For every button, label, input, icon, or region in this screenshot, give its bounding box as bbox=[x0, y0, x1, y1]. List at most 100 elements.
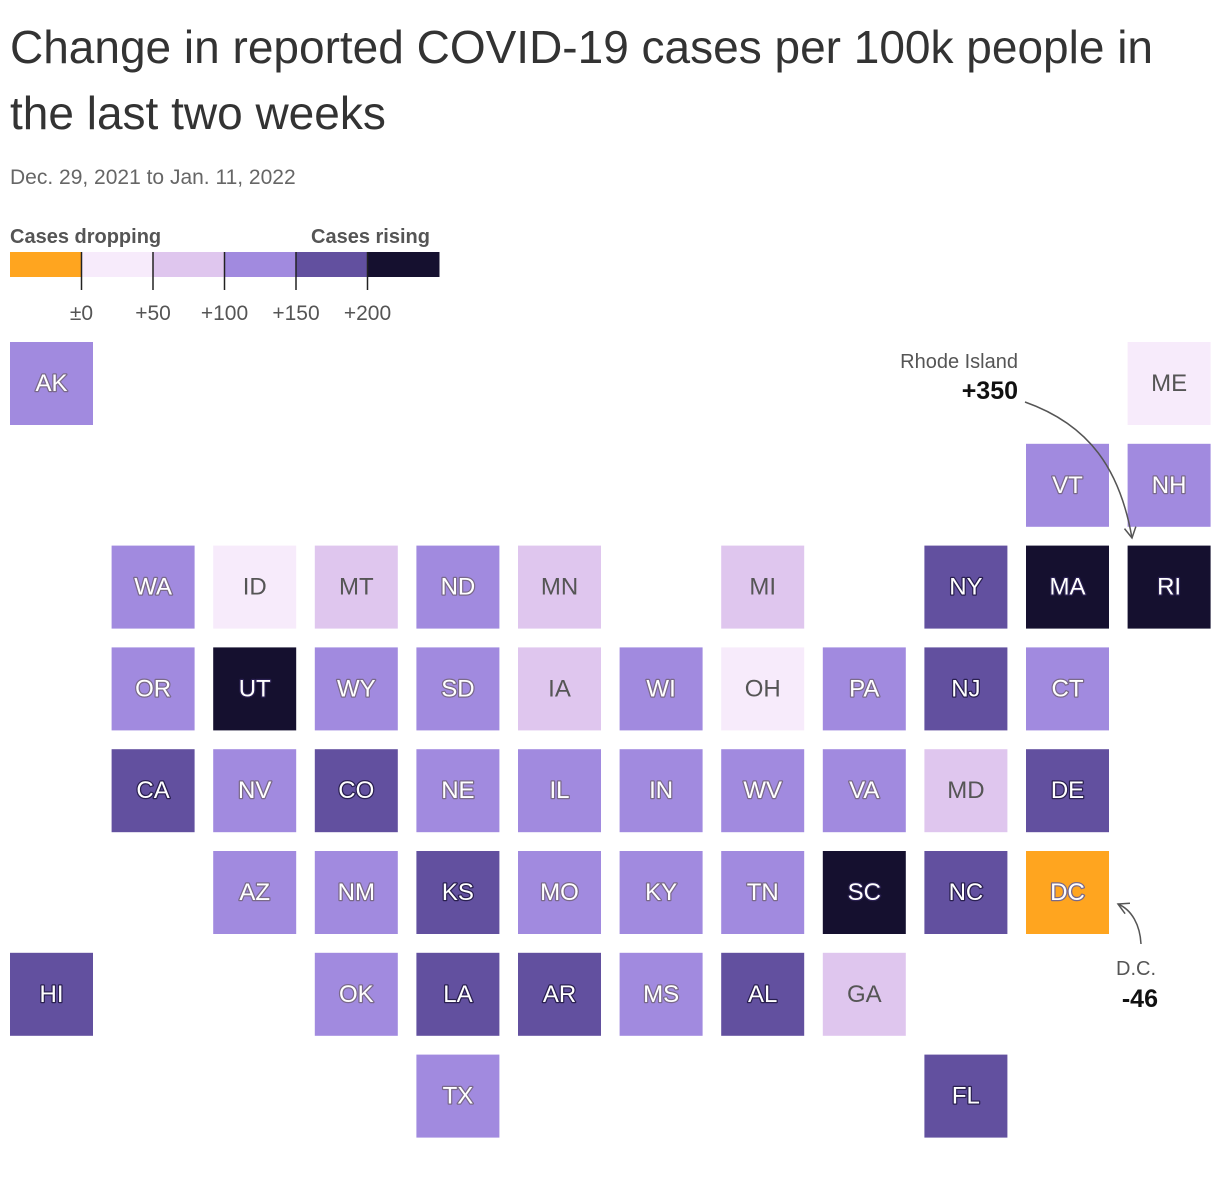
state-tile-ks: KS bbox=[416, 851, 500, 934]
state-label: DE bbox=[1051, 777, 1084, 804]
state-label: NV bbox=[238, 777, 271, 804]
state-label: IL bbox=[549, 777, 569, 804]
state-tile-ia: IA bbox=[518, 647, 601, 731]
state-tile-fill bbox=[213, 647, 297, 731]
state-tile-fill bbox=[822, 851, 906, 934]
state-tile-ak: AK bbox=[10, 342, 93, 425]
state-tile-nm: NM bbox=[314, 851, 398, 934]
state-label: TN bbox=[747, 879, 779, 906]
state-tile-fill bbox=[213, 545, 297, 629]
state-tile-fill bbox=[822, 647, 906, 731]
annotation-dc-name: D.C. bbox=[1116, 958, 1156, 980]
state-tile-fill bbox=[10, 342, 93, 425]
state-label: CO bbox=[338, 777, 374, 804]
annotation-dc-arrowhead bbox=[1116, 902, 1131, 915]
annotation-ri-arrowhead bbox=[1123, 526, 1137, 540]
state-label: FL bbox=[952, 1083, 980, 1110]
state-tile-de: DE bbox=[1026, 749, 1109, 833]
state-label: NY bbox=[949, 574, 982, 601]
state-tile-fill bbox=[924, 647, 1008, 731]
state-tile-al: AL bbox=[721, 952, 805, 1036]
legend-tick-label: +150 bbox=[272, 302, 319, 325]
state-tile-pa: PA bbox=[822, 647, 906, 731]
state-tile-fill bbox=[314, 851, 398, 934]
state-tile-fill bbox=[619, 647, 703, 731]
state-tile-fill bbox=[1127, 342, 1211, 425]
state-tile-fill bbox=[721, 545, 805, 629]
state-tile-nj: NJ bbox=[924, 647, 1008, 731]
state-label: KY bbox=[645, 879, 677, 906]
state-label: RI bbox=[1157, 574, 1181, 601]
state-tile-ca: CA bbox=[111, 749, 195, 833]
state-label: CT bbox=[1052, 675, 1084, 702]
state-tile-fill bbox=[721, 647, 805, 731]
state-tile-fill bbox=[111, 647, 195, 731]
state-tile-fill bbox=[822, 952, 906, 1036]
state-label: ID bbox=[243, 574, 267, 601]
state-tile-fill bbox=[619, 851, 703, 934]
annotation-ri-arrow bbox=[1024, 401, 1133, 539]
state-tile-fill bbox=[416, 647, 500, 731]
state-tile-mt: MT bbox=[314, 545, 398, 629]
state-tile-wa: WA bbox=[111, 545, 195, 629]
state-label: NE bbox=[441, 777, 474, 804]
state-tile-fill bbox=[924, 545, 1008, 629]
state-label: UT bbox=[239, 675, 271, 702]
state-tile-fill bbox=[721, 952, 805, 1036]
state-label: WI bbox=[646, 675, 675, 702]
annotation-dc-arrow bbox=[1117, 903, 1142, 945]
state-tile-fill bbox=[416, 1054, 500, 1138]
chart-title: Change in reported COVID-19 cases per 10… bbox=[10, 21, 1154, 139]
state-tile-co: CO bbox=[314, 749, 398, 833]
state-label: SC bbox=[848, 879, 881, 906]
state-label: TX bbox=[443, 1083, 474, 1110]
state-tile-ar: AR bbox=[518, 952, 601, 1036]
state-label: MD bbox=[947, 777, 984, 804]
state-label: LA bbox=[443, 981, 472, 1008]
state-tile-fill bbox=[822, 749, 906, 833]
state-tile-ky: KY bbox=[619, 851, 703, 934]
state-tile-fill bbox=[1026, 545, 1109, 629]
state-tile-ut: UT bbox=[213, 647, 297, 731]
state-label: MS bbox=[643, 981, 679, 1008]
legend-tick-label: ±0 bbox=[70, 302, 93, 325]
state-label: AK bbox=[35, 370, 67, 397]
state-tile-fill bbox=[1026, 647, 1109, 731]
state-tile-il: IL bbox=[518, 749, 601, 833]
state-tile-fill bbox=[416, 952, 500, 1036]
state-tile-fill bbox=[619, 952, 703, 1036]
legend-label-rising: Cases rising bbox=[311, 226, 430, 248]
legend-tick-label: +100 bbox=[201, 302, 248, 325]
state-tile-nh: NH bbox=[1127, 443, 1211, 527]
state-tile-tn: TN bbox=[721, 851, 805, 934]
state-tile-md: MD bbox=[924, 749, 1008, 833]
annotation-ri-name: Rhode Island bbox=[900, 351, 1018, 373]
state-tile-fill bbox=[924, 1054, 1008, 1138]
legend-swatch bbox=[296, 252, 368, 277]
state-tile-wi: WI bbox=[619, 647, 703, 731]
state-tile-ct: CT bbox=[1026, 647, 1109, 731]
chart-subtitle: Dec. 29, 2021 to Jan. 11, 2022 bbox=[10, 166, 296, 189]
state-label: AZ bbox=[239, 879, 270, 906]
state-label: WA bbox=[134, 574, 172, 601]
state-label: IN bbox=[649, 777, 673, 804]
state-tile-dc: DC bbox=[1026, 851, 1109, 934]
legend-swatch bbox=[367, 252, 440, 277]
state-tile-la: LA bbox=[416, 952, 500, 1036]
state-tile-va: VA bbox=[822, 749, 906, 833]
state-tile-in: IN bbox=[619, 749, 703, 833]
state-tile-fill bbox=[314, 647, 398, 731]
state-tile-me: ME bbox=[1127, 342, 1211, 425]
state-label: ME bbox=[1151, 370, 1187, 397]
state-tile-fill bbox=[213, 851, 297, 934]
state-tile-nv: NV bbox=[213, 749, 297, 833]
tile-grid-map: AK ME VT NH WA ID MT ND MN MI NY MA RI OR UT WY SD IA WI OH… bbox=[10, 342, 1211, 1138]
state-tile-fill bbox=[416, 545, 500, 629]
state-tile-wy: WY bbox=[314, 647, 398, 731]
state-label: HI bbox=[40, 981, 64, 1008]
state-label: SD bbox=[441, 675, 474, 702]
state-tile-fill bbox=[518, 749, 601, 833]
state-tile-sc: SC bbox=[822, 851, 906, 934]
state-label: DC bbox=[1050, 879, 1085, 906]
state-tile-fill bbox=[314, 545, 398, 629]
